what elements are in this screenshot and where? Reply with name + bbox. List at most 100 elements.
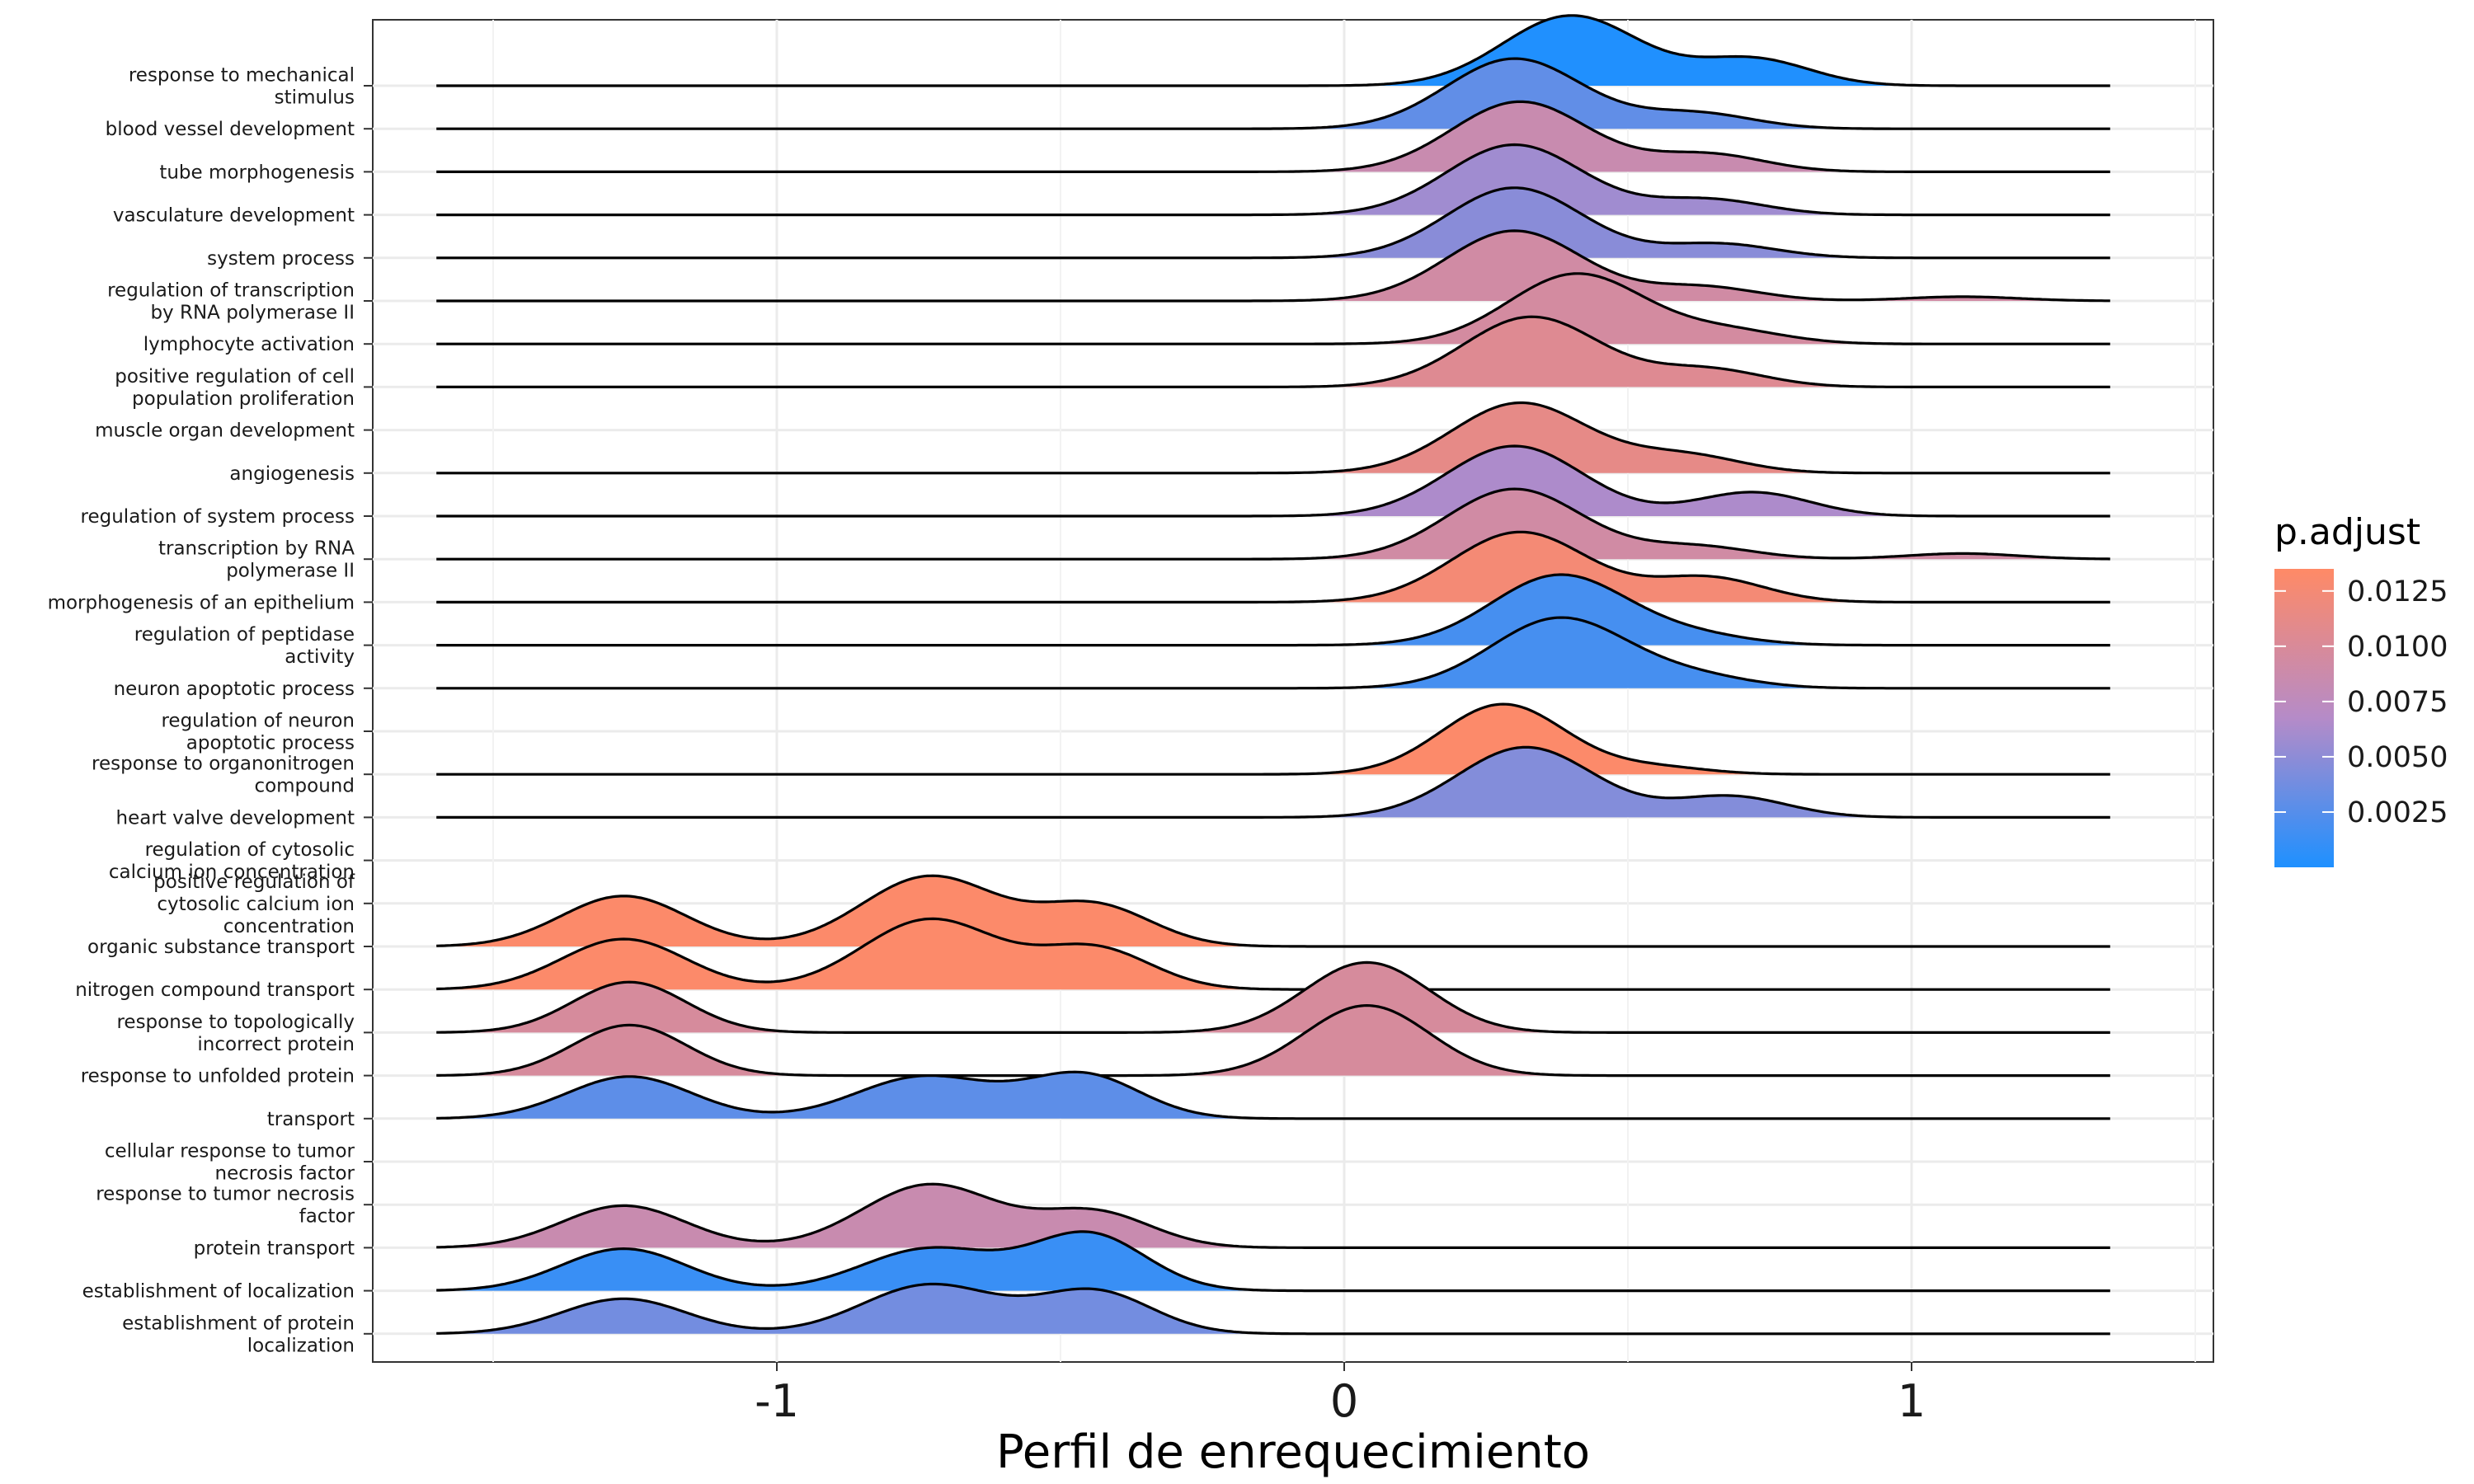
ridges (436, 14, 2110, 1336)
y-tick-label: regulation of peptidase (134, 624, 355, 646)
ridge-line (436, 272, 2110, 345)
ridge-line (436, 745, 2110, 819)
plot-panel (372, 19, 2214, 1363)
ridge-fill (436, 101, 2110, 172)
ridge-fill (436, 273, 2110, 345)
y-tick-label: cellular response to tumor (105, 1141, 355, 1162)
y-tick-label: morphogenesis of an epithelium (48, 592, 355, 613)
color-legend: p.adjust 0.0125 0.0100 0.0075 0.0050 0.0025 (2274, 511, 2448, 867)
y-tick-label: calcium ion concentration (109, 862, 355, 883)
ridge-line (436, 401, 2110, 475)
ridge-line (436, 487, 2110, 561)
ridge-line (436, 616, 2110, 690)
y-tick-label: organic substance transport (87, 937, 355, 958)
y-tick-label: positive regulation of (153, 871, 355, 893)
ridge-line (436, 960, 2110, 1034)
y-tick-label: apoptotic process (186, 733, 355, 754)
ridge-fill (436, 1231, 2110, 1291)
y-tick-label: necrosis factor (215, 1163, 355, 1185)
ridge-fill (436, 1284, 2110, 1334)
y-tick-label: system process (207, 248, 355, 270)
y-tick-label: response to tumor necrosis (96, 1184, 355, 1205)
ridge-line (436, 1182, 2110, 1249)
ridge-fill (436, 1005, 2110, 1076)
ridge-line (436, 315, 2110, 388)
ridge-line (436, 57, 2110, 130)
ridge-fill (436, 532, 2110, 603)
x-tick-label: 1 (1898, 1375, 1926, 1427)
y-tick-label: blood vessel development (106, 119, 355, 140)
y-tick-label: regulation of cytosolic (145, 839, 355, 861)
ridge-line (436, 702, 2110, 776)
ridge-line (436, 1282, 2110, 1336)
ridge-fill (436, 747, 2110, 818)
ridge-line (436, 1003, 2110, 1078)
ridge-fill (436, 575, 2110, 646)
ridge-line (436, 1070, 2110, 1120)
ridge-fill (436, 317, 2110, 387)
ridge-fill (436, 1184, 2110, 1248)
ridge-fill (436, 402, 2110, 473)
y-tick-label: transport (267, 1109, 355, 1130)
y-tick-label: response to organonitrogen (92, 754, 355, 775)
y-tick-label: compound (254, 776, 355, 797)
legend-tick-label: 0.0100 (2347, 631, 2448, 664)
ridge-line (436, 444, 2110, 518)
x-tick-label: 0 (1330, 1375, 1358, 1427)
y-tick-label: transcription by RNA (158, 538, 355, 560)
y-tick-label: muscle organ development (95, 420, 355, 442)
y-tick-label: response to mechanical (129, 65, 355, 87)
y-tick-label: concentration (223, 916, 355, 937)
y-tick-label: response to topologically (116, 1012, 355, 1033)
y-tick-label: tube morphogenesis (159, 162, 355, 183)
y-tick-label: activity (285, 646, 355, 668)
ridge-fill (436, 1072, 2110, 1119)
y-tick-label: vasculature development (113, 205, 355, 227)
ridge-line (436, 14, 2110, 87)
ridge-fill (436, 618, 2110, 688)
y-tick-label: population proliferation (132, 388, 355, 410)
legend-tick-label: 0.0025 (2347, 796, 2448, 829)
y-tick-label: neuron apoptotic process (114, 679, 355, 700)
y-tick-label: positive regulation of cell (115, 366, 355, 387)
y-tick-label: factor (299, 1206, 355, 1228)
x-tick-label: -1 (755, 1375, 799, 1427)
y-tick-label: regulation of system process (81, 506, 355, 528)
y-tick-label: regulation of transcription (107, 280, 355, 302)
y-tick-label: polymerase II (226, 561, 355, 582)
ridge-line (436, 874, 2110, 948)
y-tick-label: by RNA polymerase II (150, 303, 355, 324)
ridge-fill (436, 962, 2110, 1033)
legend-tick-label: 0.0125 (2347, 575, 2448, 608)
y-tick-label: angiogenesis (229, 463, 355, 485)
y-tick-label: establishment of localization (82, 1281, 355, 1303)
ridge-line (436, 530, 2110, 603)
ridge-line (436, 143, 2110, 217)
y-tick-label: nitrogen compound transport (75, 979, 355, 1001)
x-axis-title: Perfil de enrequecimiento (996, 1425, 1590, 1479)
ridge-line (436, 186, 2110, 260)
ridge-line (436, 917, 2110, 991)
legend-title: p.adjust (2274, 511, 2420, 553)
y-tick-label: stimulus (275, 87, 355, 109)
y-tick-label: establishment of protein (122, 1313, 355, 1334)
legend-tick-label: 0.0075 (2347, 686, 2448, 719)
y-tick-label: lymphocyte activation (143, 334, 355, 355)
ridge-fill (436, 15, 2110, 86)
y-tick-label: incorrect protein (197, 1034, 355, 1055)
ridge-fill (436, 918, 2110, 990)
y-tick-label: localization (247, 1335, 355, 1356)
ridge-line (436, 229, 2110, 303)
ridge-line (436, 1230, 2110, 1293)
y-tick-label: response to unfolded protein (81, 1066, 355, 1087)
legend-tick-label: 0.0050 (2347, 741, 2448, 774)
y-tick-label: heart valve development (116, 807, 355, 829)
y-tick-label: regulation of neuron (161, 711, 355, 732)
ridge-line (436, 573, 2110, 647)
legend-colorbar (2274, 569, 2334, 867)
ridge-fill (436, 876, 2110, 946)
y-tick-label: cytosolic calcium ion (157, 894, 355, 915)
ridge-line (436, 100, 2110, 173)
